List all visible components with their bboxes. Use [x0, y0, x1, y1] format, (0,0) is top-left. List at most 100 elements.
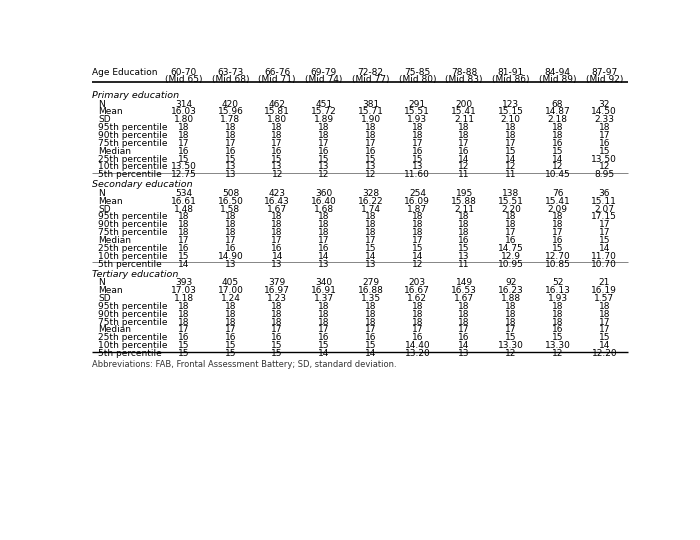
Text: 17: 17 — [225, 139, 236, 148]
Text: 15.51: 15.51 — [405, 107, 430, 117]
Text: 87-97: 87-97 — [592, 68, 617, 77]
Text: Median: Median — [98, 147, 132, 156]
Text: 18: 18 — [272, 228, 283, 237]
Text: Abbreviations: FAB, Frontal Assessment Battery; SD, standard deviation.: Abbreviations: FAB, Frontal Assessment B… — [92, 361, 397, 369]
Text: 95th percentile: 95th percentile — [98, 302, 168, 311]
Text: 12: 12 — [598, 163, 610, 171]
Text: 17.15: 17.15 — [592, 212, 617, 221]
Text: 18: 18 — [458, 302, 470, 311]
Text: 18: 18 — [318, 318, 330, 327]
Text: 18: 18 — [412, 131, 423, 140]
Text: 10.70: 10.70 — [592, 260, 617, 268]
Text: 451: 451 — [316, 99, 332, 109]
Text: 14: 14 — [365, 349, 377, 358]
Text: 12: 12 — [272, 170, 283, 179]
Text: 17: 17 — [505, 139, 517, 148]
Text: 10th percentile: 10th percentile — [98, 252, 168, 261]
Text: 2.10: 2.10 — [500, 116, 521, 124]
Text: 5th percentile: 5th percentile — [98, 170, 162, 179]
Text: 18: 18 — [178, 131, 190, 140]
Text: 16: 16 — [505, 236, 517, 245]
Text: 18: 18 — [318, 228, 330, 237]
Text: 11: 11 — [505, 170, 517, 179]
Text: 18: 18 — [225, 220, 236, 230]
Text: 18: 18 — [318, 123, 330, 132]
Text: 15: 15 — [178, 341, 190, 350]
Text: 17: 17 — [412, 236, 423, 245]
Text: 381: 381 — [362, 99, 379, 109]
Text: 18: 18 — [412, 309, 423, 319]
Text: 72-82: 72-82 — [358, 68, 384, 77]
Text: Tertiary education: Tertiary education — [92, 269, 178, 279]
Text: 15: 15 — [598, 333, 610, 342]
Text: 16: 16 — [458, 236, 470, 245]
Text: 18: 18 — [458, 131, 470, 140]
Text: 69-79: 69-79 — [311, 68, 337, 77]
Text: 16.43: 16.43 — [265, 197, 290, 206]
Text: 203: 203 — [409, 278, 426, 287]
Text: 279: 279 — [362, 278, 379, 287]
Text: 13: 13 — [318, 163, 330, 171]
Text: 12: 12 — [365, 170, 377, 179]
Text: 18: 18 — [505, 123, 517, 132]
Text: (Mid 80): (Mid 80) — [398, 75, 436, 84]
Text: 12.70: 12.70 — [545, 252, 570, 261]
Text: 16.61: 16.61 — [171, 197, 197, 206]
Text: 18: 18 — [365, 309, 377, 319]
Text: 18: 18 — [552, 302, 564, 311]
Text: 16.22: 16.22 — [358, 197, 384, 206]
Text: 15: 15 — [598, 236, 610, 245]
Text: (Mid 77): (Mid 77) — [352, 75, 389, 84]
Text: 12: 12 — [318, 170, 330, 179]
Text: 18: 18 — [178, 302, 190, 311]
Text: 18: 18 — [225, 228, 236, 237]
Text: 14: 14 — [365, 252, 377, 261]
Text: N: N — [98, 99, 105, 109]
Text: 13: 13 — [318, 260, 330, 268]
Text: 14: 14 — [412, 252, 423, 261]
Text: 17: 17 — [225, 236, 236, 245]
Text: 76: 76 — [552, 189, 564, 198]
Text: 18: 18 — [225, 123, 236, 132]
Text: 25th percentile: 25th percentile — [98, 333, 168, 342]
Text: 1.67: 1.67 — [267, 205, 287, 214]
Text: 12: 12 — [505, 163, 517, 171]
Text: 14: 14 — [458, 154, 470, 164]
Text: 84-94: 84-94 — [545, 68, 570, 77]
Text: 90th percentile: 90th percentile — [98, 309, 168, 319]
Text: 17: 17 — [225, 326, 236, 334]
Text: 15: 15 — [505, 333, 517, 342]
Text: Median: Median — [98, 326, 132, 334]
Text: 18: 18 — [365, 318, 377, 327]
Text: 16: 16 — [225, 333, 236, 342]
Text: 14.75: 14.75 — [498, 244, 524, 253]
Text: 15.96: 15.96 — [218, 107, 244, 117]
Text: Age Education: Age Education — [92, 68, 158, 77]
Text: 16: 16 — [365, 147, 377, 156]
Text: 17: 17 — [598, 220, 610, 230]
Text: (Mid 86): (Mid 86) — [492, 75, 530, 84]
Text: 90th percentile: 90th percentile — [98, 131, 168, 140]
Text: 16.53: 16.53 — [452, 286, 477, 295]
Text: 1.37: 1.37 — [314, 294, 334, 303]
Text: 15: 15 — [178, 252, 190, 261]
Text: 18: 18 — [412, 228, 423, 237]
Text: 17: 17 — [598, 326, 610, 334]
Text: 2.07: 2.07 — [594, 205, 615, 214]
Text: 16: 16 — [178, 147, 190, 156]
Text: 13.30: 13.30 — [498, 341, 524, 350]
Text: 18: 18 — [272, 131, 283, 140]
Text: 17: 17 — [365, 139, 377, 148]
Text: 200: 200 — [456, 99, 472, 109]
Text: 15: 15 — [365, 244, 377, 253]
Text: 18: 18 — [318, 131, 330, 140]
Text: 18: 18 — [178, 212, 190, 221]
Text: 15: 15 — [552, 147, 564, 156]
Text: 14.40: 14.40 — [405, 341, 430, 350]
Text: 1.89: 1.89 — [314, 116, 334, 124]
Text: 254: 254 — [409, 189, 426, 198]
Text: 16: 16 — [552, 236, 564, 245]
Text: 14: 14 — [552, 154, 564, 164]
Text: 18: 18 — [598, 302, 610, 311]
Text: 16: 16 — [225, 244, 236, 253]
